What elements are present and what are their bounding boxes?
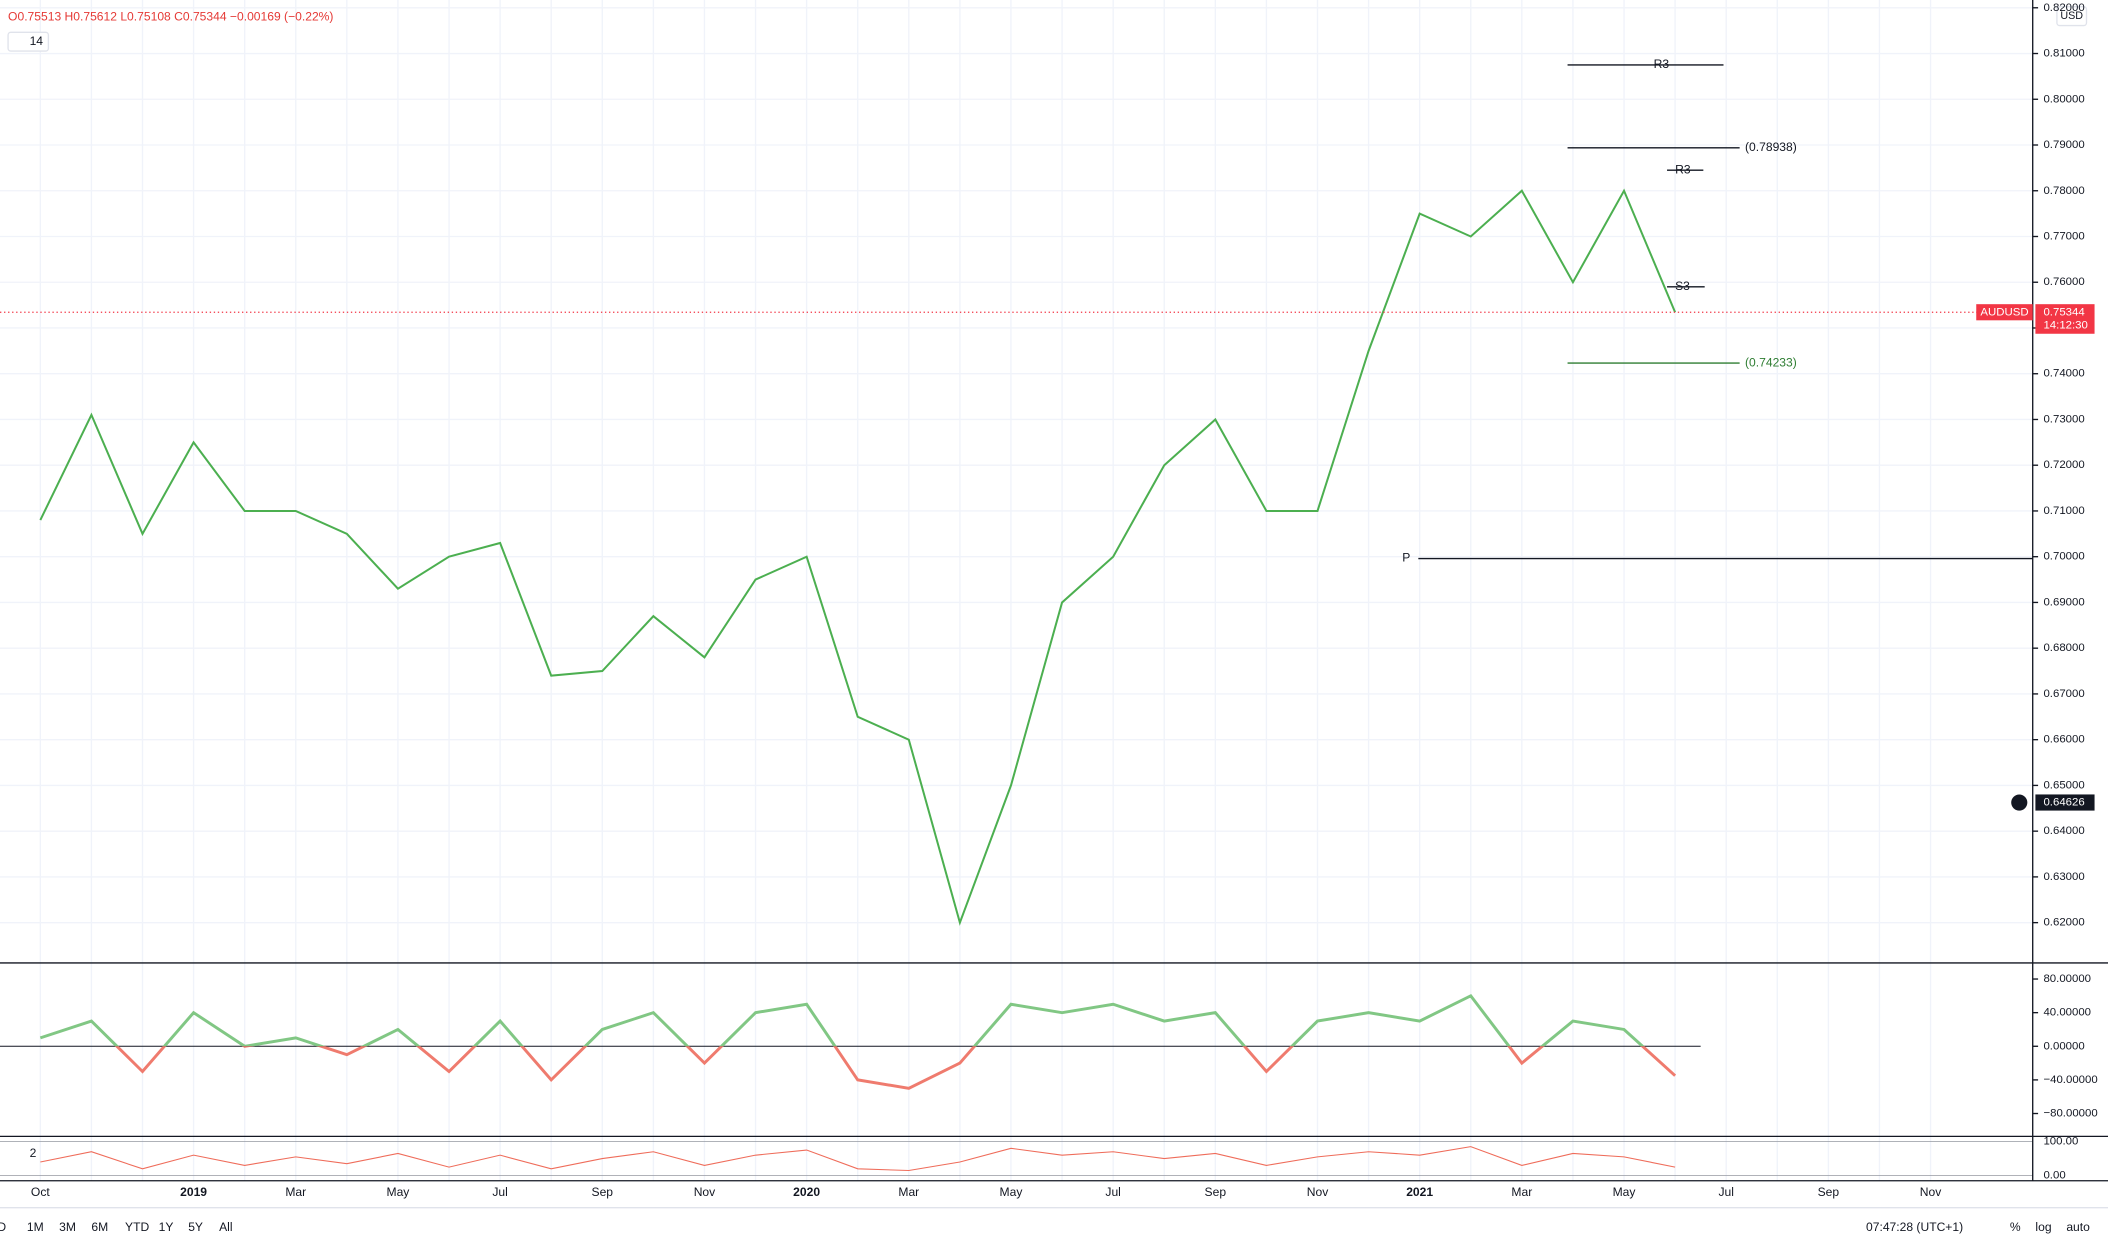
y-tick-label: 0.73000 [2043, 413, 2084, 425]
range-button[interactable]: 1Y [159, 1220, 174, 1234]
x-tick-label: Mar [898, 1185, 919, 1199]
range-button[interactable]: All [219, 1220, 232, 1234]
x-tick-label: Jul [492, 1185, 507, 1199]
pane-label: 2 [30, 1146, 37, 1160]
y-tick-label: 0.00 [2043, 1170, 2065, 1182]
currency: USD [2060, 10, 2083, 22]
y-tick-label: 0.65000 [2043, 779, 2084, 791]
x-tick-label: Sep [1818, 1185, 1840, 1199]
crosshair-label: 0.64626 [2043, 797, 2084, 809]
x-tick-label: 2021 [1406, 1185, 1433, 1199]
y-tick-label: 0.76000 [2043, 276, 2084, 288]
currency-badge[interactable] [2056, 6, 2088, 27]
x-tick-label: Mar [1511, 1185, 1532, 1199]
last-price-badge [2035, 304, 2095, 334]
y-tick-label: 0.72000 [2043, 459, 2084, 471]
pivot-label: (0.78938) [1745, 140, 1797, 154]
symbol-label: AUDUSD [1980, 306, 2028, 318]
y-tick-label: 0.78000 [2043, 185, 2084, 197]
y-tick-label: 0.68000 [2043, 642, 2084, 654]
x-tick-label: Oct [31, 1185, 50, 1199]
y-tick-label: 80.00000 [2043, 973, 2091, 985]
log-toggle[interactable]: log [2035, 1220, 2051, 1234]
y-tick-label: 0.69000 [2043, 596, 2084, 608]
pivot-label: P [1402, 551, 1410, 565]
x-tick-label: Sep [592, 1185, 614, 1199]
x-tick-label: Nov [1920, 1185, 1942, 1199]
range-button[interactable]: 5Y [188, 1220, 203, 1234]
y-tick-label: 40.00000 [2043, 1007, 2091, 1019]
x-tick-label: May [387, 1185, 411, 1199]
last-price-label: 0.75344 [2043, 306, 2085, 318]
auto-toggle[interactable]: auto [2066, 1220, 2090, 1234]
y-tick-label: −80.00000 [2043, 1108, 2097, 1120]
clock: 07:47:28 (UTC+1) [1866, 1220, 1963, 1234]
y-tick-label: 0.74000 [2043, 368, 2084, 380]
y-tick-label: 0.79000 [2043, 139, 2084, 151]
y-tick-label: 0.67000 [2043, 688, 2084, 700]
y-tick-label: 0.62000 [2043, 917, 2084, 929]
x-tick-label: Nov [1307, 1185, 1329, 1199]
y-tick-label: 0.70000 [2043, 551, 2084, 563]
y-tick-label: 0.77000 [2043, 231, 2084, 243]
x-tick-label: 2019 [180, 1185, 207, 1199]
y-tick-label: 0.00000 [2043, 1040, 2084, 1052]
x-tick-label: May [1000, 1185, 1024, 1199]
x-tick-label: May [1613, 1185, 1637, 1199]
indicator-badge[interactable] [7, 31, 50, 52]
range-button[interactable]: 1M [27, 1220, 44, 1234]
ohlc-legend: O0.75513 H0.75612 L0.75108 C0.75344 −0.0… [8, 10, 333, 24]
stochastic-line [40, 1146, 1676, 1172]
oscillator-up [39, 993, 1645, 1047]
x-tick-label: 2020 [793, 1185, 820, 1199]
pivot-label: R3 [1675, 162, 1691, 176]
range-button[interactable]: 6M [91, 1220, 108, 1234]
crosshair-badge [2035, 794, 2095, 811]
y-tick-label: −40.00000 [2043, 1074, 2097, 1086]
y-tick-label: 0.66000 [2043, 734, 2084, 746]
y-tick-label: 0.63000 [2043, 871, 2084, 883]
oscillator-down [114, 1046, 1677, 1090]
pivot-label: R3 [1654, 57, 1670, 71]
y-tick-label: 0.71000 [2043, 505, 2084, 517]
range-button[interactable]: 3M [59, 1220, 76, 1234]
x-tick-label: Sep [1205, 1185, 1227, 1199]
percent-toggle[interactable]: % [2010, 1220, 2021, 1234]
y-tick-label: 100.00 [2043, 1136, 2078, 1148]
range-button[interactable]: YTD [125, 1220, 149, 1234]
x-tick-label: Jul [1105, 1185, 1120, 1199]
pivot-label: (0.74233) [1745, 355, 1797, 369]
add-alert[interactable] [2011, 794, 2028, 811]
x-tick-label: Mar [285, 1185, 306, 1199]
y-tick-label: 0.64000 [2043, 825, 2084, 837]
price-line [39, 188, 1677, 926]
range-button[interactable]: D [0, 1220, 6, 1234]
indicator-length: 14 [30, 34, 44, 48]
countdown: 14:12:30 [2043, 320, 2087, 332]
y-tick-label: 0.81000 [2043, 48, 2084, 60]
y-tick-label: 0.80000 [2043, 93, 2084, 105]
x-tick-label: Jul [1718, 1185, 1733, 1199]
x-tick-label: Nov [694, 1185, 716, 1199]
symbol-badge [1976, 304, 2033, 321]
pivot-label: S3 [1675, 279, 1690, 293]
y-tick-label: 0.82000 [2043, 2, 2084, 14]
